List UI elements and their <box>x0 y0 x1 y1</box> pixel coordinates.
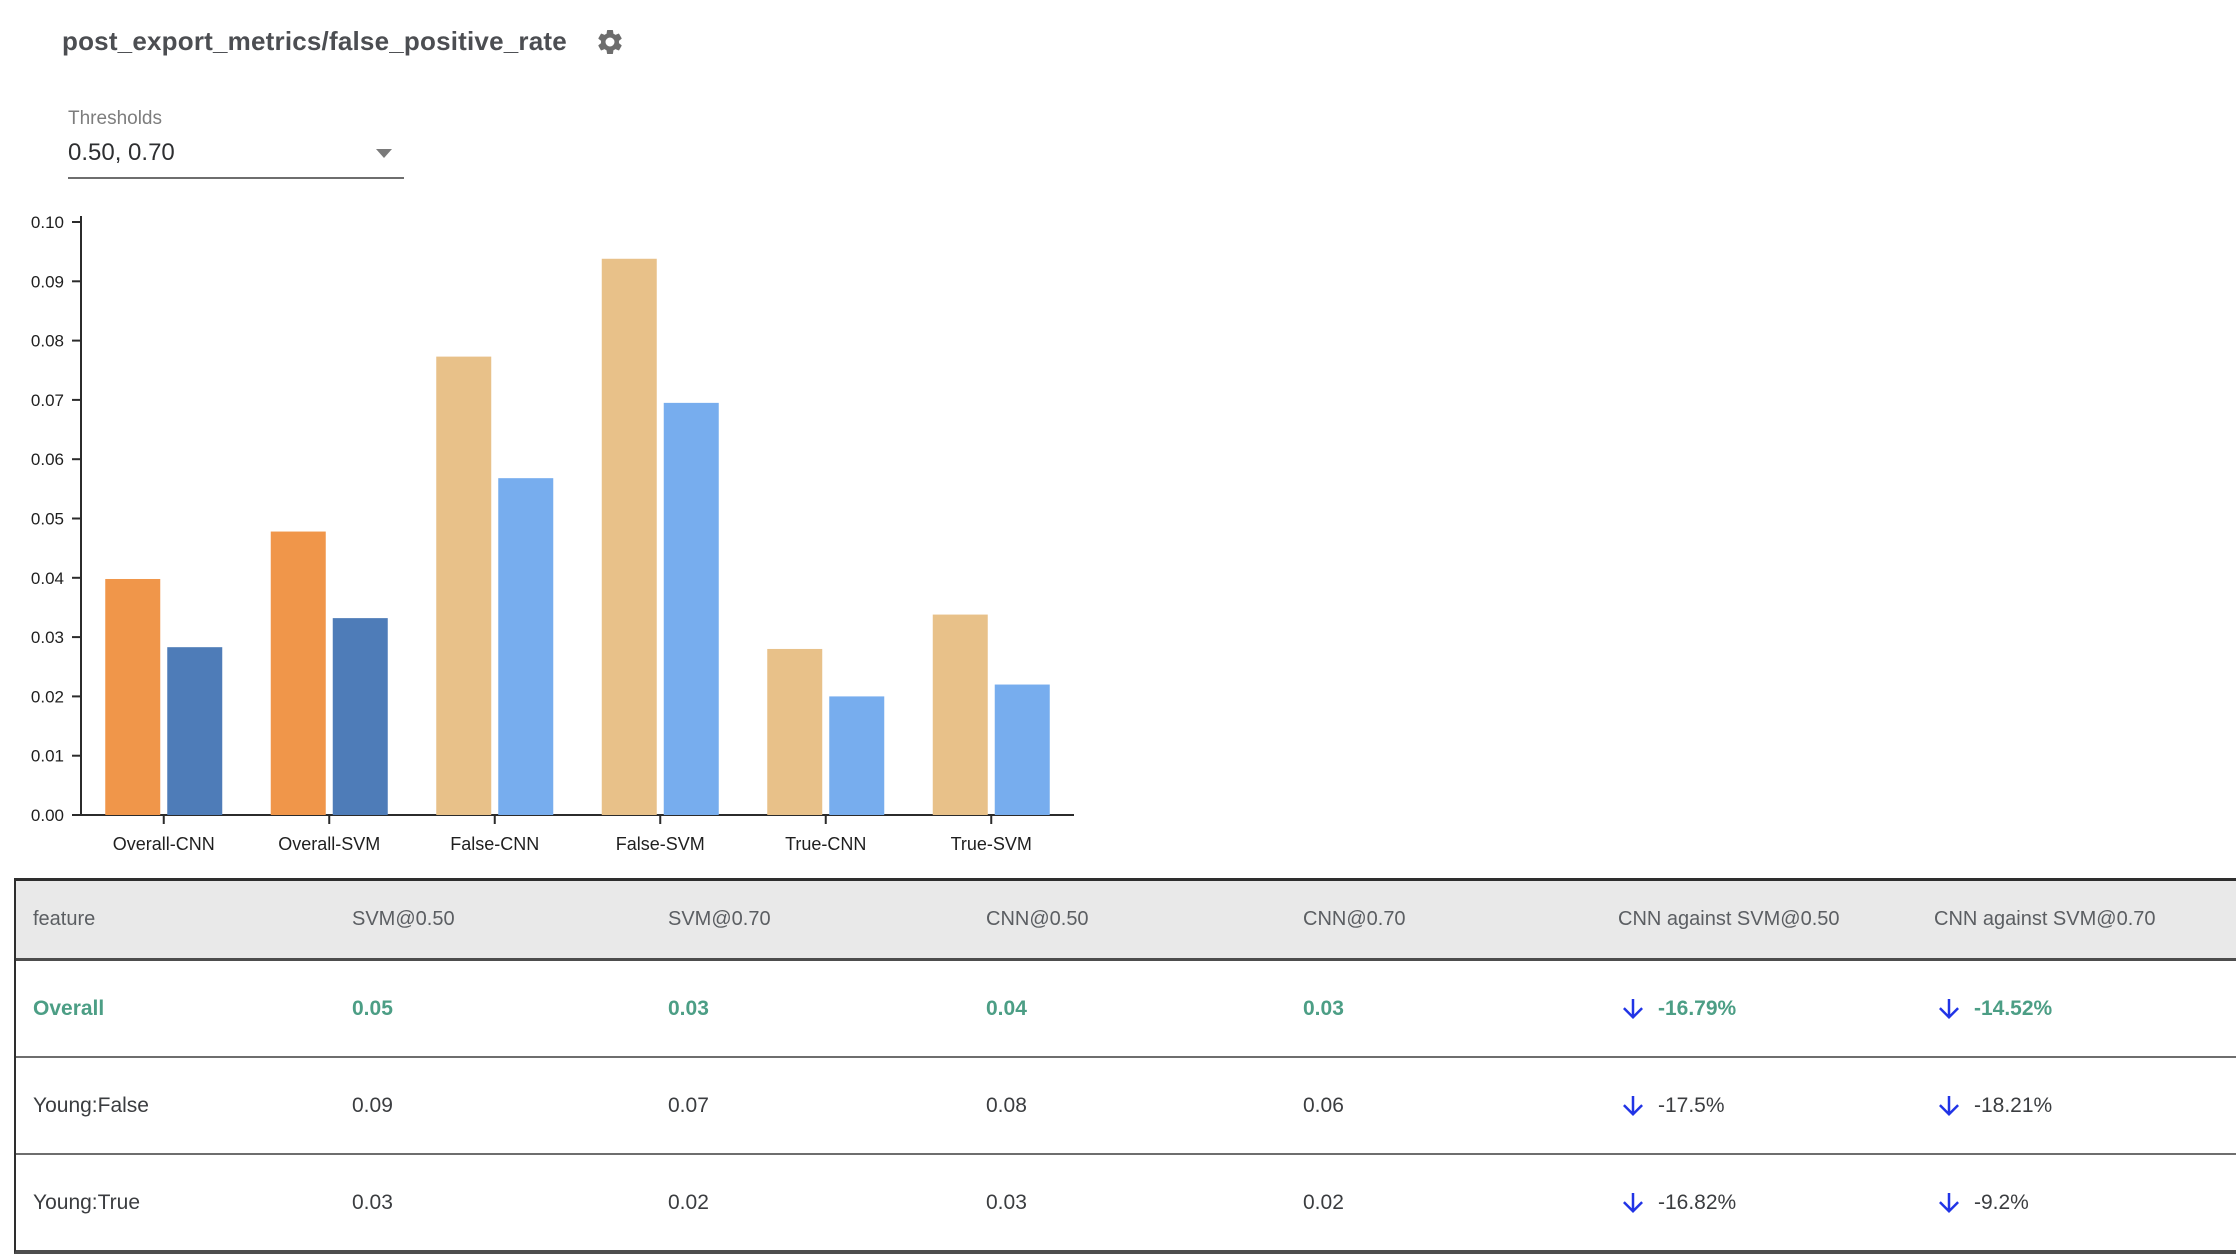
column-header: CNN against SVM@0.50 <box>1618 908 1840 930</box>
y-axis-tick-label: 0.00 <box>31 806 64 825</box>
bar-True-SVM-threshold-0.70[interactable] <box>994 684 1050 815</box>
thresholds-value: 0.50, 0.70 <box>68 139 175 166</box>
chevron-down-icon <box>376 148 392 158</box>
y-axis-tick-label: 0.01 <box>31 747 64 766</box>
feature-cell: Young:True <box>33 1190 141 1214</box>
delta-cell: -17.5% <box>1618 1091 1934 1121</box>
delta-cell: -14.52% <box>1934 994 2236 1024</box>
down-arrow-icon <box>1939 1192 1959 1213</box>
thresholds-label: Thresholds <box>68 108 162 129</box>
bar-False-SVM-threshold-0.70[interactable] <box>663 402 719 815</box>
x-axis-category-label: False-CNN <box>450 834 539 854</box>
settings-gear-icon[interactable] <box>595 27 625 57</box>
delta-value: -16.79% <box>1658 996 1737 1020</box>
table-row: Young:True 0.03 0.02 0.03 0.02 -16.82% -9.2% <box>16 1153 2236 1250</box>
down-arrow-icon <box>1623 1192 1643 1213</box>
metrics-table: feature SVM@0.50 SVM@0.70 CNN@0.50 CNN@0.70 C… <box>14 878 2236 1254</box>
delta-value: -17.5% <box>1658 1093 1725 1117</box>
panel-header: post_export_metrics/false_positive_rate <box>62 26 625 57</box>
bar-Overall-CNN-threshold-0.70[interactable] <box>167 647 223 815</box>
metric-value-cell: 0.03 <box>668 996 709 1020</box>
metric-value-cell: 0.09 <box>352 1093 393 1117</box>
metric-value-cell: 0.05 <box>352 996 393 1020</box>
bar-False-CNN-threshold-0.70[interactable] <box>498 478 554 815</box>
metric-value-cell: 0.03 <box>352 1190 393 1214</box>
table-row: Young:False 0.09 0.07 0.08 0.06 -17.5% -18.21% <box>16 1056 2236 1153</box>
y-axis-tick-label: 0.02 <box>31 687 64 706</box>
column-header: CNN against SVM@0.70 <box>1934 908 2156 930</box>
metric-value-cell: 0.07 <box>668 1093 709 1117</box>
bar-False-CNN-threshold-0.50[interactable] <box>436 356 492 815</box>
x-axis-category-label: Overall-SVM <box>278 834 380 854</box>
bar-True-SVM-threshold-0.50[interactable] <box>932 614 988 815</box>
delta-cell: -16.82% <box>1618 1188 1934 1218</box>
metric-value-cell: 0.02 <box>1303 1190 1344 1214</box>
bar-True-CNN-threshold-0.70[interactable] <box>829 696 885 815</box>
y-axis-tick-label: 0.09 <box>31 272 64 291</box>
bar-Overall-SVM-threshold-0.50[interactable] <box>270 531 326 815</box>
x-axis-category-label: True-SVM <box>951 834 1032 854</box>
y-axis-tick-label: 0.08 <box>31 332 64 351</box>
y-axis-tick-label: 0.05 <box>31 510 64 529</box>
x-axis-category-label: True-CNN <box>785 834 866 854</box>
down-arrow-icon <box>1939 1095 1959 1116</box>
delta-value: -9.2% <box>1974 1190 2029 1214</box>
column-header: feature <box>33 908 96 930</box>
y-axis-tick-label: 0.06 <box>31 450 64 469</box>
metric-value-cell: 0.04 <box>986 996 1027 1020</box>
x-axis-category-label: False-SVM <box>616 834 705 854</box>
metric-value-cell: 0.03 <box>986 1190 1027 1214</box>
down-arrow-icon <box>1939 998 1959 1019</box>
y-axis-tick-label: 0.10 <box>31 213 64 232</box>
delta-value: -18.21% <box>1974 1093 2053 1117</box>
metric-value-cell: 0.08 <box>986 1093 1027 1117</box>
bar-False-SVM-threshold-0.50[interactable] <box>601 258 657 815</box>
column-header: CNN@0.50 <box>986 908 1089 930</box>
y-axis-tick-label: 0.07 <box>31 391 64 410</box>
table-row: Overall 0.05 0.03 0.04 0.03 -16.79% -14.52% <box>16 961 2236 1056</box>
bar-Overall-SVM-threshold-0.70[interactable] <box>332 618 388 815</box>
down-arrow-icon <box>1623 998 1643 1019</box>
delta-value: -16.82% <box>1658 1190 1737 1214</box>
bar-True-CNN-threshold-0.50[interactable] <box>767 648 823 815</box>
delta-cell: -9.2% <box>1934 1188 2236 1218</box>
y-axis-tick-label: 0.04 <box>31 569 64 588</box>
down-arrow-icon <box>1623 1095 1643 1116</box>
table-header: feature SVM@0.50 SVM@0.70 CNN@0.50 CNN@0.70 C… <box>16 881 2236 961</box>
feature-cell: Overall <box>33 996 105 1020</box>
feature-cell: Young:False <box>33 1093 149 1117</box>
thresholds-select[interactable]: Thresholds 0.50, 0.70 <box>68 108 404 179</box>
column-header: CNN@0.70 <box>1303 908 1406 930</box>
column-header: SVM@0.50 <box>352 908 455 930</box>
metric-value-cell: 0.02 <box>668 1190 709 1214</box>
table-body: Overall 0.05 0.03 0.04 0.03 -16.79% -14.52% You… <box>16 961 2236 1250</box>
metric-value-cell: 0.03 <box>1303 996 1344 1020</box>
metric-value-cell: 0.06 <box>1303 1093 1344 1117</box>
y-axis-tick-label: 0.03 <box>31 628 64 647</box>
bar-Overall-CNN-threshold-0.50[interactable] <box>105 578 161 815</box>
delta-value: -14.52% <box>1974 996 2053 1020</box>
delta-cell: -18.21% <box>1934 1091 2236 1121</box>
false-positive-rate-bar-chart: 0.00 0.01 0.02 0.03 0.04 0.05 0.06 0.07 0.08 0.09… <box>31 213 1074 854</box>
column-header: SVM@0.70 <box>668 908 771 930</box>
page-title: post_export_metrics/false_positive_rate <box>62 26 567 56</box>
x-axis-category-label: Overall-CNN <box>113 834 215 854</box>
delta-cell: -16.79% <box>1618 994 1934 1024</box>
